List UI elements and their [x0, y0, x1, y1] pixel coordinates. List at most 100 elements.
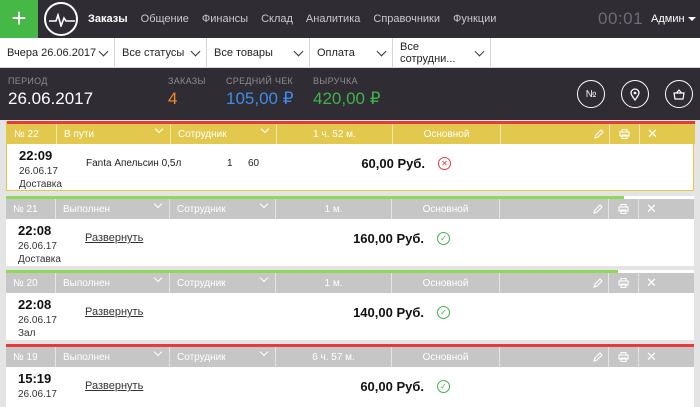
check-icon[interactable]: ✓ [437, 232, 450, 245]
period-label: ПЕРИОД [8, 76, 48, 86]
filter-payment[interactable]: Оплата [310, 38, 393, 68]
order-status-select[interactable]: Выполнен [56, 199, 170, 219]
order-kind: Основной [392, 347, 500, 367]
period-block: ПЕРИОД 26.06.2017 [8, 76, 93, 109]
order-card[interactable]: № 21 Выполнен Сотрудник 1 м. Основной ✕ 22:08 2… [6, 196, 694, 266]
location-button[interactable] [621, 80, 649, 108]
order-kind: Основной [392, 273, 500, 293]
close-button[interactable]: ✕ [639, 199, 664, 219]
filter-goods[interactable]: Все товары [207, 38, 310, 68]
logo-icon[interactable] [44, 2, 78, 36]
order-date: 26.06.17 [18, 241, 57, 252]
close-button[interactable]: ✕ [639, 273, 664, 293]
order-duration: 1 м. [276, 273, 392, 293]
order-staff-select[interactable]: Сотрудник [171, 124, 277, 144]
basket-icon [673, 88, 685, 100]
order-duration: 6 ч. 57 м. [276, 347, 392, 367]
printer-icon [618, 352, 629, 362]
order-type: Зал [18, 328, 36, 339]
main-nav: Заказы Общение Финансы Склад Аналитика С… [88, 0, 496, 38]
expand-link[interactable]: Развернуть [85, 232, 144, 244]
pencil-icon [593, 278, 603, 288]
printer-icon [618, 204, 629, 214]
revenue-label: ВЫРУЧКА [313, 76, 358, 86]
nav-finance[interactable]: Финансы [201, 13, 249, 25]
order-date: 26.06.17 [18, 389, 57, 400]
expand-link[interactable]: Развернуть [85, 380, 144, 392]
filter-payment-label: Оплата [317, 47, 355, 59]
order-status-label: Выполнен [63, 203, 111, 215]
chevron-down-icon [153, 273, 163, 283]
print-button[interactable] [610, 124, 640, 144]
print-button[interactable] [609, 273, 639, 293]
edit-button[interactable] [588, 347, 609, 367]
orders-count: 4 [168, 89, 178, 108]
user-menu[interactable]: Админ [651, 13, 685, 25]
basket-button[interactable] [665, 80, 693, 108]
order-card[interactable]: № 22 В пути Сотрудник 1 ч. 52 м. Основной ✕ 22… [6, 121, 695, 191]
order-card[interactable]: № 19 Выполнен Сотрудник 6 ч. 57 м. Основной ✕… [6, 344, 694, 407]
order-staff-label: Сотрудник [178, 128, 227, 140]
nav-communication[interactable]: Общение [140, 13, 189, 25]
order-sum: 160,00 Руб. [353, 231, 424, 246]
printer-icon [619, 129, 630, 139]
order-staff-label: Сотрудник [177, 277, 226, 289]
filter-status[interactable]: Все статусы [115, 38, 207, 68]
order-staff-select[interactable]: Сотрудник [170, 199, 276, 219]
order-header: № 21 Выполнен Сотрудник 1 м. Основной ✕ [6, 199, 694, 219]
edit-button[interactable] [589, 124, 610, 144]
avg-check-value: 105,00 ₽ [226, 89, 294, 108]
close-button[interactable]: ✕ [640, 124, 665, 144]
edit-button[interactable] [588, 199, 609, 219]
chevron-down-icon [474, 46, 485, 56]
summary-panel: ПЕРИОД 26.06.2017 ЗАКАЗЫ 4 СРЕДНИЙ ЧЕК 1… [0, 68, 700, 120]
chevron-down-icon [154, 124, 164, 134]
filter-date[interactable]: Вчера 26.06.2017 [0, 38, 115, 68]
print-button[interactable] [609, 347, 639, 367]
nav-warehouse[interactable]: Склад [261, 13, 293, 25]
check-icon[interactable]: ✓ [437, 306, 450, 319]
expand-link[interactable]: Развернуть [85, 306, 144, 318]
filter-staff[interactable]: Все сотрудни... [393, 38, 491, 68]
order-type: Доставка [18, 254, 61, 265]
nav-functions[interactable]: Функции [453, 13, 497, 25]
chevron-down-icon [293, 46, 304, 56]
order-status-select[interactable]: В пути [57, 124, 171, 144]
add-order-button[interactable]: + [0, 0, 38, 38]
filter-status-label: Все статусы [122, 47, 185, 59]
filter-bar: Вчера 26.06.2017 Все статусы Все товары … [0, 38, 700, 68]
order-status-line [6, 196, 624, 199]
top-bar: + Заказы Общение Финансы Склад Аналитика… [0, 0, 700, 38]
order-number: № 22 [7, 124, 57, 144]
chevron-down-icon [260, 124, 270, 134]
close-icon: ✕ [646, 349, 657, 364]
order-sum: 140,00 Руб. [353, 305, 424, 320]
nav-orders[interactable]: Заказы [88, 13, 128, 25]
nav-references[interactable]: Справочники [373, 13, 441, 25]
edit-button[interactable] [588, 273, 609, 293]
order-status-select[interactable]: Выполнен [56, 273, 170, 293]
order-staff-select[interactable]: Сотрудник [170, 273, 276, 293]
avg-check-label: СРЕДНИЙ ЧЕК [226, 76, 294, 86]
order-sum: 60,00 Руб. [360, 379, 424, 394]
order-header: № 22 В пути Сотрудник 1 ч. 52 м. Основной ✕ [7, 124, 695, 144]
order-card[interactable]: № 20 Выполнен Сотрудник 1 м. Основной ✕ 22:08 2… [6, 270, 694, 340]
check-icon[interactable]: ✓ [437, 380, 450, 393]
avg-check-block: СРЕДНИЙ ЧЕК 105,00 ₽ [226, 76, 294, 109]
order-header: № 20 Выполнен Сотрудник 1 м. Основной ✕ [6, 273, 694, 293]
cancel-icon[interactable]: ✕ [438, 157, 451, 170]
order-status-select[interactable]: Выполнен [56, 347, 170, 367]
item-price: 60 [248, 158, 260, 169]
order-time: 22:08 [18, 223, 52, 238]
number-sort-button[interactable]: № [577, 80, 605, 108]
item-qty: 1 [227, 158, 233, 169]
close-button[interactable]: ✕ [639, 347, 664, 367]
order-staff-label: Сотрудник [177, 351, 226, 363]
close-icon: ✕ [646, 275, 657, 290]
order-staff-select[interactable]: Сотрудник [170, 347, 276, 367]
period-value: 26.06.2017 [8, 89, 94, 108]
print-button[interactable] [609, 199, 639, 219]
nav-analytics[interactable]: Аналитика [305, 13, 361, 25]
orders-label: ЗАКАЗЫ [168, 76, 206, 86]
chevron-down-icon[interactable] [688, 17, 696, 21]
